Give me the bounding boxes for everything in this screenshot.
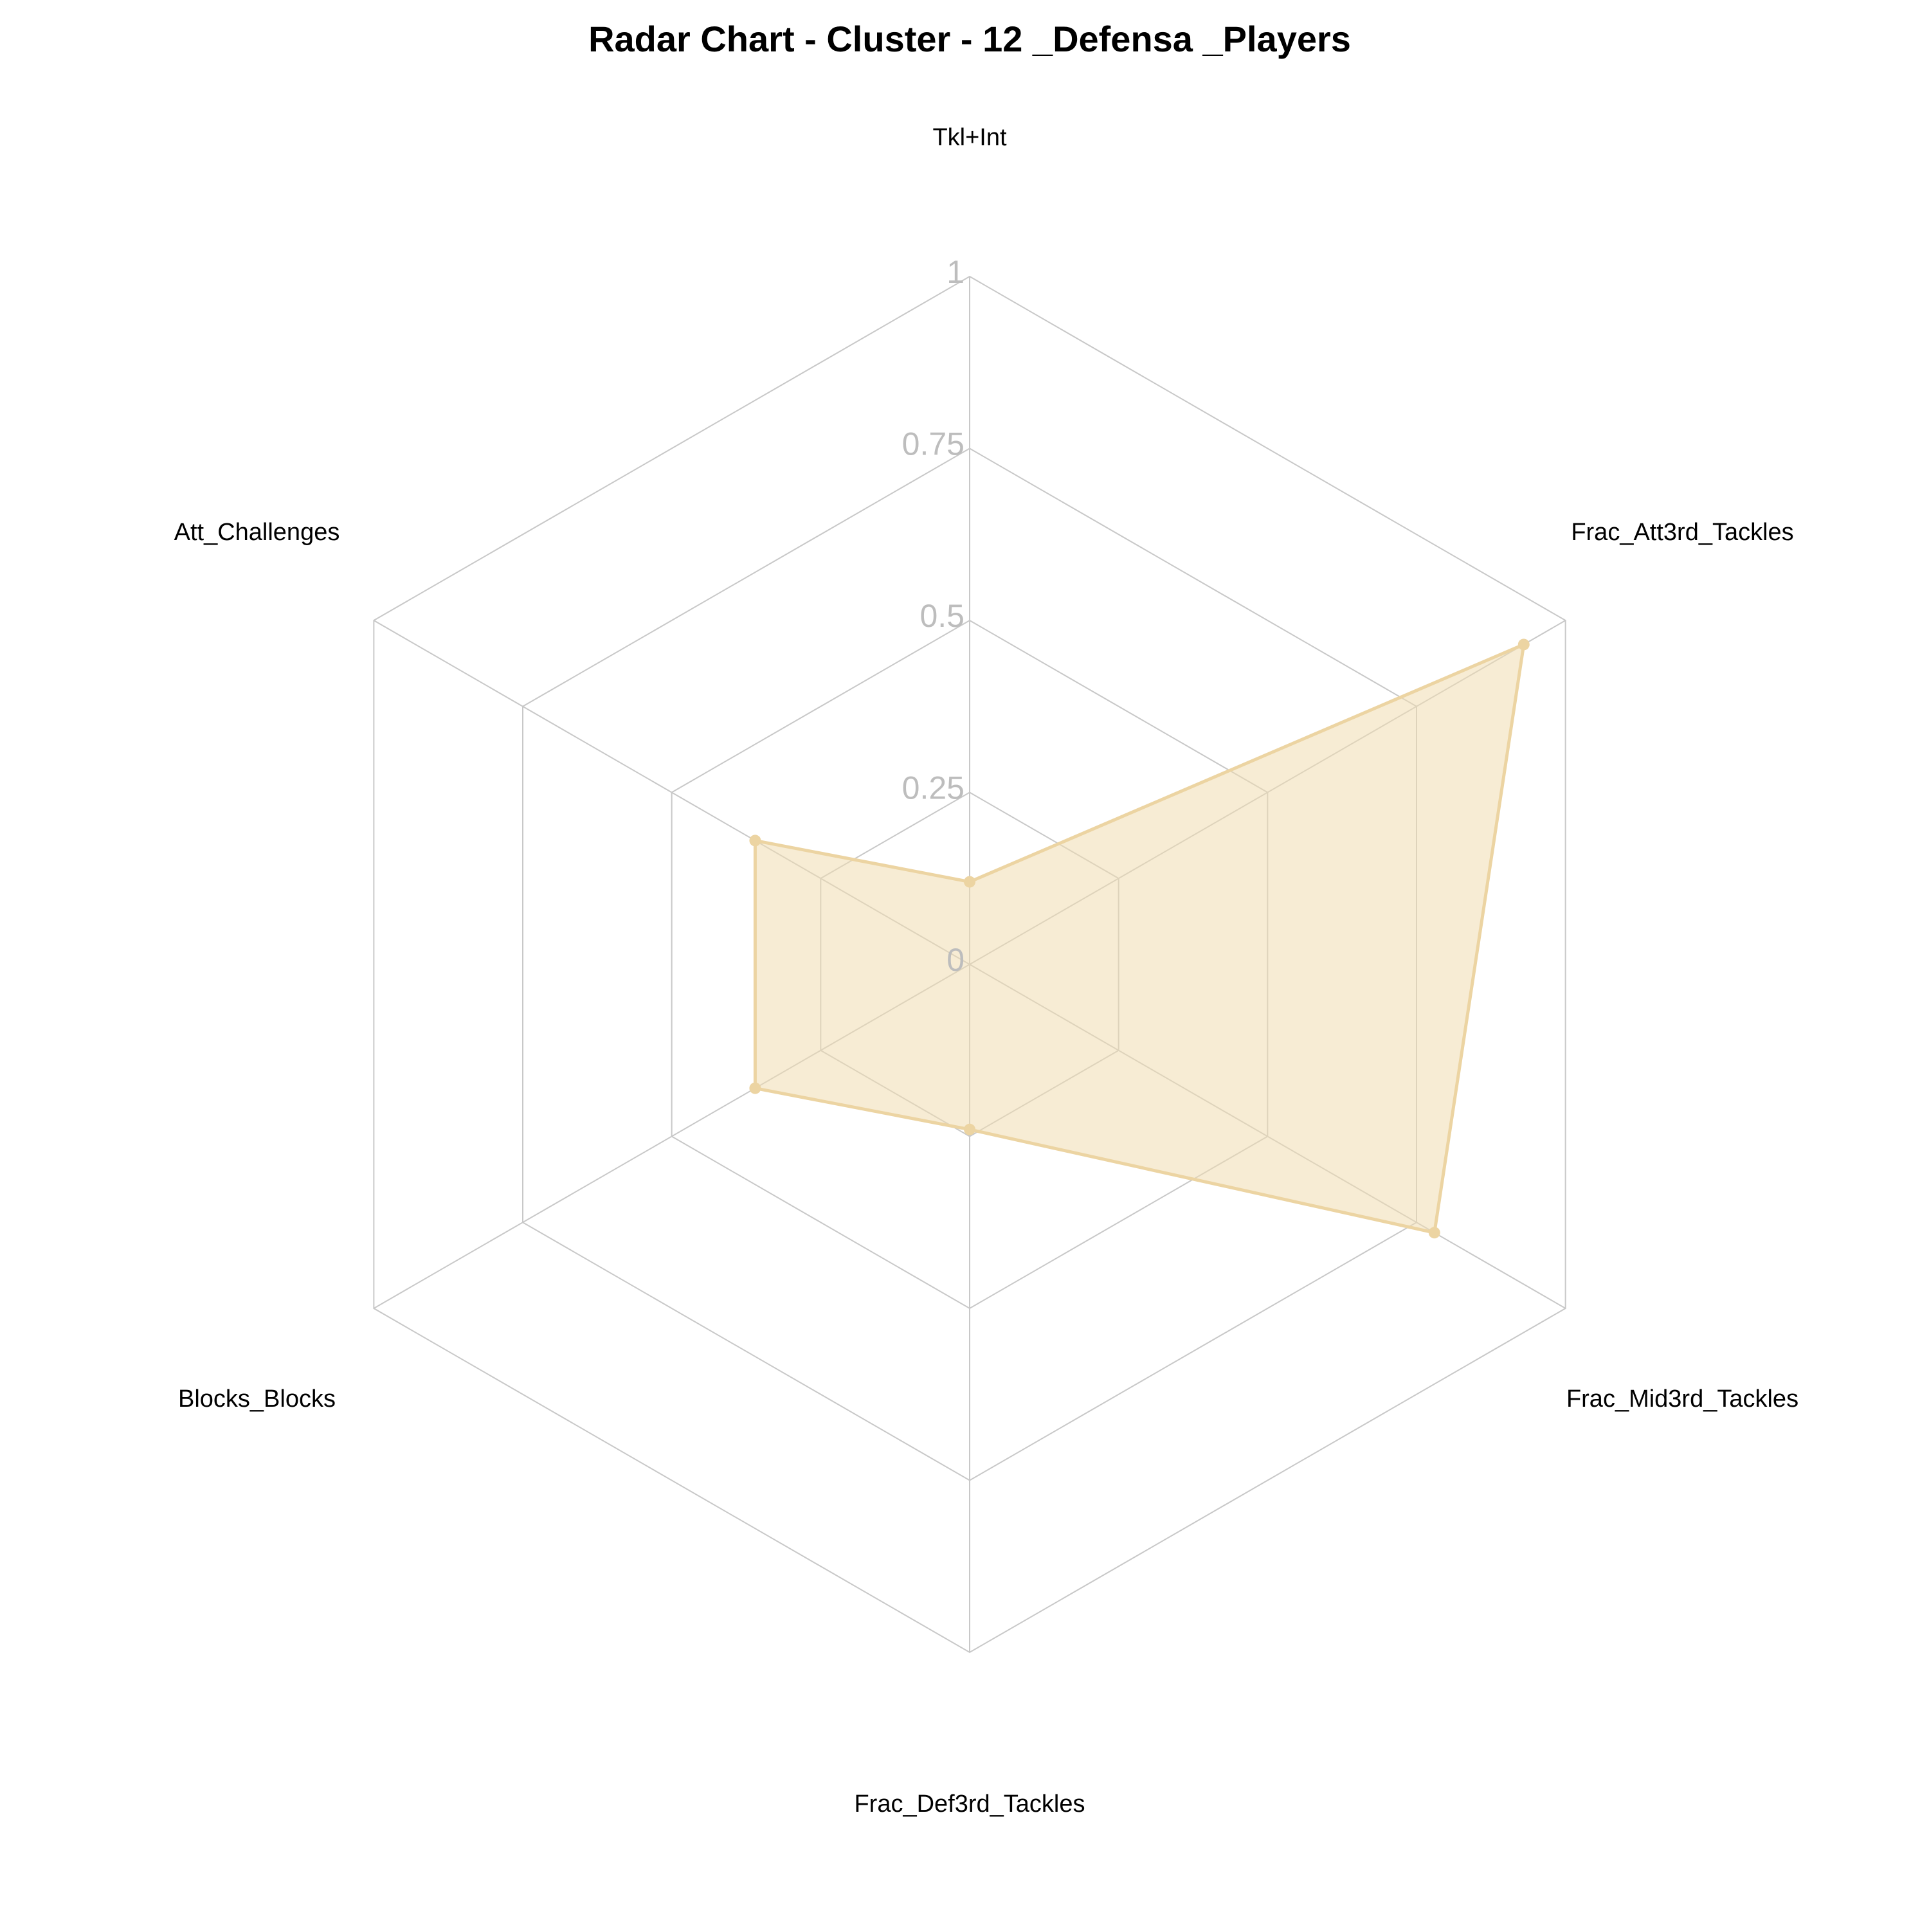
axis-label-3: Frac_Def3rd_Tackles — [854, 1791, 1085, 1818]
series-0-point-1 — [1517, 638, 1530, 651]
axis-label-1: Frac_Att3rd_Tackles — [1571, 519, 1793, 546]
tick-label-0: 0 — [946, 942, 964, 978]
tick-label-4: 1 — [946, 254, 964, 290]
axis-label-0: Tkl+Int — [932, 124, 1007, 151]
radar-data — [749, 638, 1530, 1239]
series-0-point-0 — [964, 876, 975, 888]
axis-label-2: Frac_Mid3rd_Tackles — [1566, 1386, 1798, 1413]
series-0-point-3 — [964, 1123, 975, 1135]
tick-label-3: 0.75 — [902, 426, 964, 462]
series-0-point-4 — [749, 1082, 761, 1094]
tick-label-1: 0.25 — [902, 770, 964, 806]
series-0-point-5 — [749, 835, 761, 847]
axis-label-4: Blocks_Blocks — [178, 1386, 336, 1413]
tick-label-2: 0.5 — [919, 598, 964, 634]
chart-title: Radar Chart - Cluster - 12 _Defensa _Pla… — [588, 19, 1351, 59]
series-0-point-2 — [1428, 1227, 1440, 1239]
series-0-area — [753, 642, 1526, 1234]
radar-labels: 0 0.25 0.5 0.75 1 Tkl+Int Frac_Att3rd_Tackles F… — [174, 124, 1798, 1818]
axis-label-5: Att_Challenges — [174, 519, 340, 546]
